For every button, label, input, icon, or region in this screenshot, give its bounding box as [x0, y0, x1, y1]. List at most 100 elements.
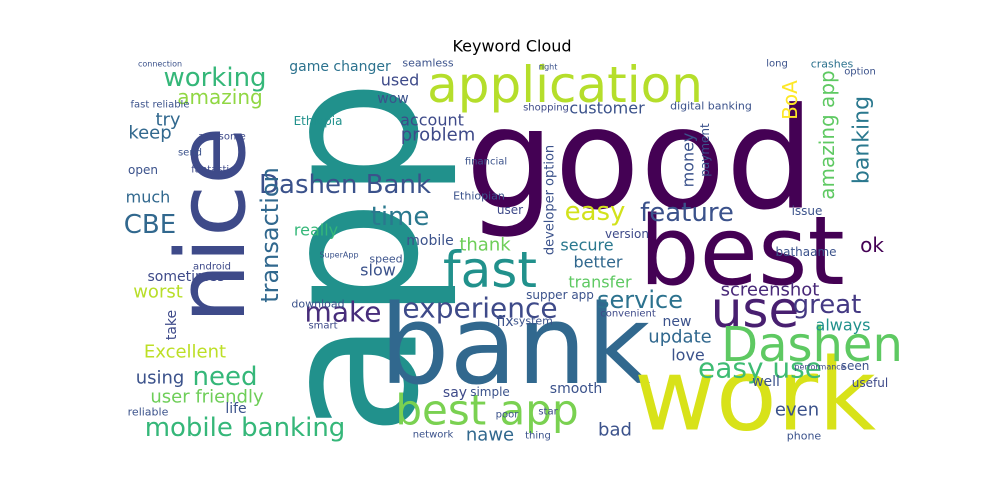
keyword: always	[816, 316, 871, 335]
keyword: user friendly	[150, 387, 264, 408]
keyword: nawe	[466, 425, 514, 446]
keyword: thing	[525, 431, 551, 442]
keyword: need	[193, 362, 258, 392]
keyword: simple	[470, 385, 510, 399]
keyword: Excellent	[144, 342, 226, 363]
keyword: network	[413, 430, 454, 441]
keyword: mobile	[406, 233, 453, 249]
keyword: download	[291, 298, 344, 311]
keyword: really	[294, 221, 338, 240]
keyword: love	[671, 346, 705, 365]
keyword: nice	[157, 126, 267, 323]
keyword: long	[766, 59, 788, 70]
keyword: bank	[380, 281, 651, 409]
keyword: crashes	[811, 58, 854, 71]
keyword: take	[164, 310, 180, 340]
keyword: screenshot	[721, 280, 820, 301]
keyword: convenient	[600, 309, 656, 320]
keyword: SuperApp	[319, 251, 358, 260]
keyword: easy	[565, 197, 626, 227]
keyword: application	[427, 56, 703, 114]
keyword: problem	[401, 125, 475, 146]
keyword: used	[381, 71, 419, 90]
keyword: working	[163, 63, 266, 93]
keyword: smooth	[550, 381, 602, 397]
keyword: bathaame	[775, 245, 836, 259]
keyword: performance	[794, 363, 845, 372]
keyword: worst	[133, 282, 183, 303]
keyword: service	[597, 286, 683, 314]
keyword: fast	[443, 241, 537, 299]
keyword: wow	[377, 91, 408, 107]
keyword: good	[465, 79, 814, 242]
keyword: phone	[787, 430, 822, 443]
keyword: Ethiopia	[294, 114, 343, 128]
keyword: ok	[860, 233, 884, 257]
keyword: issue	[792, 204, 823, 218]
keyword: transaction	[256, 167, 284, 303]
keyword: mobile banking	[145, 413, 346, 443]
keyword: experience	[402, 292, 557, 325]
keyword: reliable	[128, 406, 169, 419]
keyword: CBE	[124, 210, 176, 240]
keyword: poor	[496, 410, 520, 421]
keyword: keep	[128, 123, 171, 144]
keyword: transfer	[568, 273, 632, 292]
keyword: use	[711, 281, 800, 339]
keyword: game changer	[289, 59, 391, 75]
keyword: system	[513, 315, 553, 328]
keyword: feature	[640, 198, 734, 228]
keyword: bad	[598, 420, 632, 441]
keyword: try	[155, 110, 180, 131]
keyword: user	[497, 203, 523, 217]
keyword: right	[539, 63, 558, 72]
keyword: shopping	[523, 103, 569, 114]
keyword: money	[679, 133, 698, 188]
keyword: app	[240, 79, 461, 437]
keyword: account	[400, 111, 464, 130]
keyword: fix	[496, 314, 513, 330]
keyword: thank	[459, 235, 511, 256]
keyword: seamless	[402, 57, 454, 70]
keyword: Ethiopian	[453, 190, 505, 203]
keyword: seen	[841, 359, 870, 373]
keyword: developer option	[543, 145, 558, 255]
keyword: smart	[308, 321, 337, 332]
keyword: best app	[395, 386, 578, 435]
keyword: life	[225, 401, 246, 417]
keyword: android	[193, 262, 231, 273]
keyword: star	[538, 407, 558, 418]
keyword: using	[136, 368, 185, 389]
keyword: secure	[560, 236, 613, 255]
keyword: banking	[850, 96, 875, 184]
keyword: send	[178, 148, 202, 159]
keyword: time	[371, 202, 430, 232]
keyword: fast reliable	[131, 100, 190, 111]
keyword: update	[648, 327, 711, 348]
keyword: supper app	[526, 288, 594, 302]
keyword: make	[305, 296, 382, 329]
keyword: great	[793, 290, 862, 320]
keyword: best	[639, 197, 845, 307]
keyword: say	[443, 385, 467, 401]
keyword: slow	[360, 261, 396, 280]
keyword: fantastic	[191, 165, 234, 176]
keyword: awesome	[198, 132, 246, 143]
keyword: BoA	[778, 80, 802, 120]
cloud-area	[120, 58, 898, 442]
keyword: connection	[138, 60, 182, 69]
keyword: amazing	[177, 85, 262, 109]
keyword: payment	[698, 123, 712, 177]
keyword: option	[844, 67, 876, 78]
keyword: sometimes	[147, 269, 224, 285]
keyword: work	[634, 337, 876, 454]
keyword: useful	[852, 376, 888, 390]
keyword: speed	[369, 253, 402, 266]
keyword: customer	[569, 99, 645, 118]
keyword: better	[574, 253, 623, 272]
keyword: open	[128, 163, 158, 177]
chart-title: Keyword Cloud	[452, 37, 571, 56]
keyword: Dashen	[721, 317, 903, 373]
keyword: even	[775, 400, 819, 421]
